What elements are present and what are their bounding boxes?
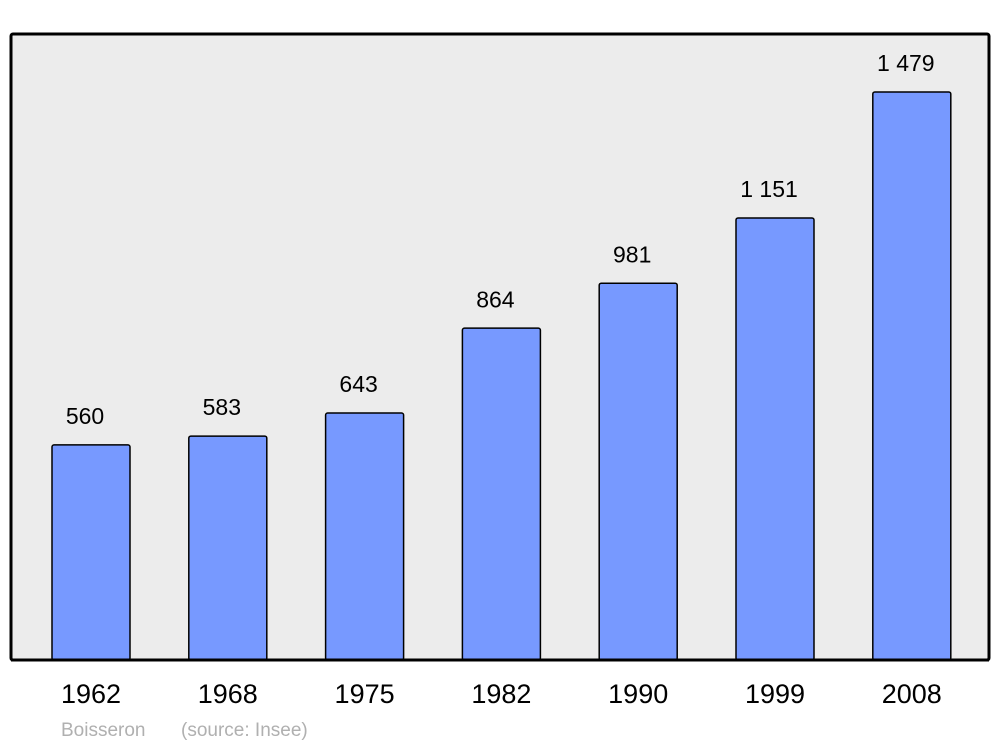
x-tick-label: 1975 (335, 679, 395, 709)
bar (461, 327, 542, 661)
bar (598, 282, 678, 661)
source: (source: Insee) (181, 720, 308, 741)
bar (872, 91, 952, 661)
bar (735, 217, 815, 661)
value-label: 583 (203, 394, 241, 420)
value-label: 1 479 (877, 50, 935, 76)
value-label: 1 151 (740, 176, 798, 202)
caption: Boisseron (61, 720, 146, 741)
value-label: 864 (476, 286, 515, 312)
bar (51, 444, 131, 661)
x-tick-label: 1982 (471, 679, 531, 709)
bar (188, 435, 268, 661)
x-tick-label: 1990 (608, 679, 668, 709)
x-tick-label: 1962 (61, 679, 121, 709)
x-tick-label: 2008 (882, 679, 942, 709)
value-label: 981 (613, 241, 651, 267)
x-tick-label: 1968 (198, 679, 258, 709)
x-tick-label: 1999 (745, 679, 805, 709)
value-label: 643 (339, 371, 377, 397)
value-label: 560 (66, 403, 104, 429)
bar (324, 412, 405, 661)
